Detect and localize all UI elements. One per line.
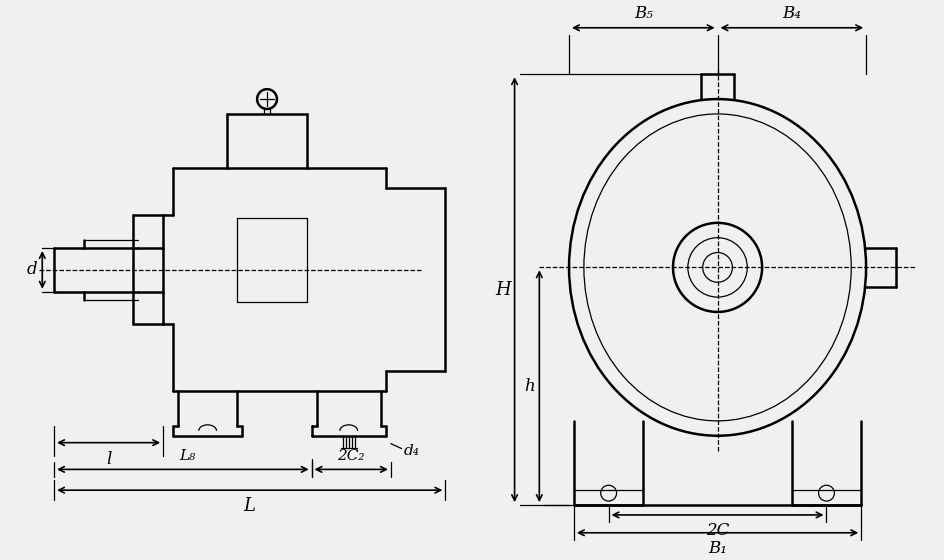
Text: B₄: B₄ <box>783 5 801 22</box>
Text: H: H <box>495 281 511 298</box>
Text: L: L <box>244 497 256 515</box>
Text: l: l <box>106 451 111 468</box>
Text: B₅: B₅ <box>633 5 652 22</box>
Text: L₈: L₈ <box>179 450 196 464</box>
Text: h: h <box>524 378 535 395</box>
Text: 2C: 2C <box>706 522 730 539</box>
Text: d: d <box>27 262 38 278</box>
Text: B₁: B₁ <box>708 540 727 557</box>
Text: 2C₂: 2C₂ <box>337 450 365 464</box>
Text: d₄: d₄ <box>404 444 419 458</box>
